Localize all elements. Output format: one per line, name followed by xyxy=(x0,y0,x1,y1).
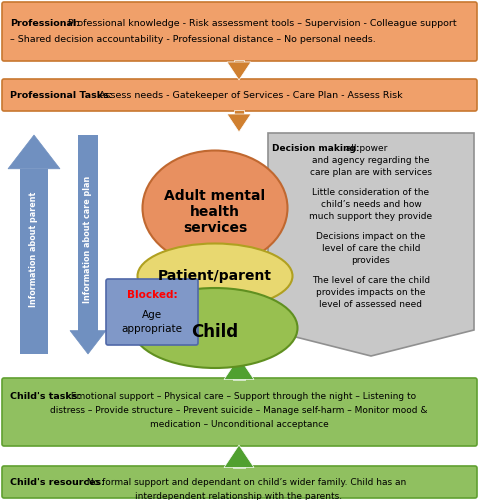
Text: Emotional support – Physical care – Support through the night – Listening to: Emotional support – Physical care – Supp… xyxy=(68,392,416,401)
Polygon shape xyxy=(224,357,254,380)
Text: care plan are with services: care plan are with services xyxy=(310,168,432,177)
Bar xyxy=(233,467,245,468)
Bar xyxy=(78,135,98,330)
FancyBboxPatch shape xyxy=(2,466,477,498)
FancyBboxPatch shape xyxy=(2,378,477,446)
Text: medication – Unconditional acceptance: medication – Unconditional acceptance xyxy=(149,420,329,429)
Polygon shape xyxy=(224,445,254,468)
Polygon shape xyxy=(70,330,106,354)
Text: child’s needs and how: child’s needs and how xyxy=(320,200,422,209)
Text: level of assessed need: level of assessed need xyxy=(319,300,422,309)
Text: Professional Tasks:: Professional Tasks: xyxy=(10,90,113,100)
Text: level of care the child: level of care the child xyxy=(322,244,420,253)
Text: Adult mental: Adult mental xyxy=(164,189,265,203)
Text: much support they provide: much support they provide xyxy=(309,212,433,221)
Polygon shape xyxy=(268,133,474,356)
Text: Information about care plan: Information about care plan xyxy=(83,176,92,303)
Polygon shape xyxy=(227,114,251,132)
Text: all power: all power xyxy=(340,144,388,153)
Text: interdependent relationship with the parents.: interdependent relationship with the par… xyxy=(136,492,342,500)
Text: Blocked:: Blocked: xyxy=(126,290,177,300)
Text: The level of care the child: The level of care the child xyxy=(312,276,430,285)
Text: Child: Child xyxy=(192,323,239,341)
Text: Assess needs - Gatekeeper of Services - Care Plan - Assess Risk: Assess needs - Gatekeeper of Services - … xyxy=(90,90,403,100)
Bar xyxy=(20,169,48,354)
Text: distress – Provide structure – Prevent suicide – Manage self-harm – Monitor mood: distress – Provide structure – Prevent s… xyxy=(50,406,428,415)
Text: services: services xyxy=(183,221,247,235)
Text: Professional knowledge - Risk assessment tools – Supervision - Colleague support: Professional knowledge - Risk assessment… xyxy=(68,19,456,28)
Text: Child's resources:: Child's resources: xyxy=(10,478,105,487)
Text: No formal support and dependant on child’s wider family. Child has an: No formal support and dependant on child… xyxy=(84,478,406,487)
Bar xyxy=(234,110,243,114)
Text: Professional:: Professional: xyxy=(10,19,80,28)
Text: Little consideration of the: Little consideration of the xyxy=(312,188,430,197)
Text: health: health xyxy=(190,205,240,219)
FancyBboxPatch shape xyxy=(2,79,477,111)
Text: Child's tasks:: Child's tasks: xyxy=(10,392,81,401)
Text: Age: Age xyxy=(142,310,162,320)
Ellipse shape xyxy=(133,288,297,368)
Text: Information about parent: Information about parent xyxy=(30,192,38,307)
Polygon shape xyxy=(227,62,251,80)
Bar xyxy=(233,379,245,380)
Polygon shape xyxy=(8,135,60,169)
Ellipse shape xyxy=(137,244,293,308)
Text: Patient/parent: Patient/parent xyxy=(158,269,272,283)
Text: Decisions impact on the: Decisions impact on the xyxy=(316,232,426,241)
FancyBboxPatch shape xyxy=(106,279,198,345)
Text: provides: provides xyxy=(352,256,390,265)
Text: Decision making:: Decision making: xyxy=(272,144,360,153)
FancyBboxPatch shape xyxy=(2,2,477,61)
Ellipse shape xyxy=(142,150,287,266)
Text: – Shared decision accountability - Professional distance – No personal needs.: – Shared decision accountability - Profe… xyxy=(10,35,376,44)
Text: and agency regarding the: and agency regarding the xyxy=(312,156,430,165)
Text: appropriate: appropriate xyxy=(122,324,182,334)
Text: provides impacts on the: provides impacts on the xyxy=(316,288,426,297)
Bar xyxy=(234,60,243,62)
